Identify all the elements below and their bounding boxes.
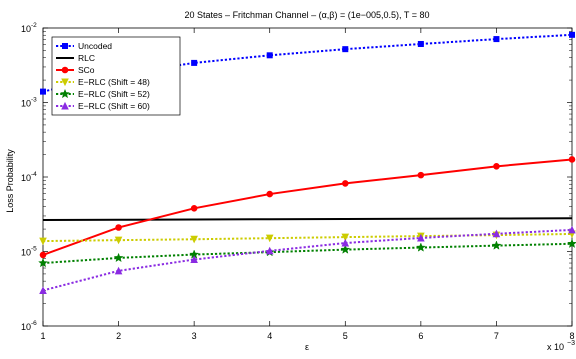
series-2-marker [266,190,274,198]
series-5-line [42,228,573,292]
series-2-marker [493,163,500,170]
series-4-marker [113,252,124,263]
y-tick-exponent: -4 [31,171,37,178]
series-5-marker [39,286,47,294]
legend-swatch-marker [61,78,69,87]
series-2-marker [568,156,576,163]
x-multiplier-base: x 10 [547,342,564,352]
series-0-marker [342,46,349,53]
series-2-marker [341,180,349,187]
x-tick-label: 5 [343,331,348,341]
series-4-line [42,242,573,265]
y-axis-label: Loss Probability [5,149,15,213]
series-3-marker [39,237,47,246]
x-multiplier-exponent: −3 [567,340,575,347]
series-2-marker [39,251,47,259]
x-axis-multiplier: x 10 −3 [547,340,575,352]
series-3-marker [265,234,274,243]
series-5-marker [492,229,501,238]
x-tick-label: 7 [494,331,499,341]
x-tick-label: 8 [569,331,574,341]
series-5-marker [417,233,425,242]
legend-label: E−RLC (Shift = 52) [78,89,150,99]
series-5-marker [568,225,576,234]
y-tick-label: 10 [21,248,31,258]
series-5-marker [114,266,123,275]
series-2-marker [417,171,425,179]
series-4-marker [567,238,576,248]
series-3-marker [114,236,123,245]
y-tick-label: 10 [21,173,31,183]
legend-swatch-marker [62,43,68,49]
series-4-marker [38,257,48,268]
series-0-marker [40,88,46,95]
series-3-marker [190,235,198,244]
series-4-marker [415,242,426,252]
series-0-marker [417,40,424,47]
series-3-marker [341,233,350,242]
series-0-marker [493,36,500,43]
series-0-marker [266,52,273,59]
legend-swatch-marker [60,88,70,99]
x-axis-label: ε [305,342,309,352]
legend-label: E−RLC (Shift = 48) [78,77,150,87]
series-4-marker [491,240,502,250]
x-tick-label: 6 [418,331,423,341]
series-5-marker [341,238,350,247]
x-tick-label: 1 [40,331,45,341]
x-tick-label: 2 [116,331,121,341]
x-tick-label: 3 [192,331,197,341]
legend-label: RLC [78,53,95,63]
series-5-marker [190,255,198,264]
y-tick-exponent: -2 [31,22,37,29]
legend-label: E−RLC (Shift = 60) [78,101,150,111]
y-tick-label: 10 [21,24,31,34]
y-tick-label: 10 [21,99,31,109]
legend-swatch-marker [61,101,69,110]
y-tick-exponent: -6 [31,320,37,327]
legend-box [51,36,181,116]
series-5-marker [265,246,274,255]
legend-label: SCo [78,65,95,75]
series-3-line [42,232,573,243]
chart-title: 20 States – Fritchman Channel – (α,β) = … [185,10,430,20]
y-tick-exponent: -3 [31,97,37,104]
legend-swatch-marker [61,66,69,74]
series-2-line [42,158,573,256]
y-tick-label: 10 [21,322,31,332]
series-2-marker [115,224,122,231]
series-0-marker [569,31,575,38]
series-1-line [42,217,573,221]
legend: Uncoded RLC SCo E−RLC (Shift = 48) E−RLC (Sh… [51,36,181,116]
legend-label: Uncoded [78,41,112,51]
y-tick-exponent: -5 [31,246,37,253]
series-4-marker [340,244,351,254]
x-tick-label: 4 [267,331,272,341]
series-0-marker [191,59,198,66]
series-2-marker [190,205,198,212]
